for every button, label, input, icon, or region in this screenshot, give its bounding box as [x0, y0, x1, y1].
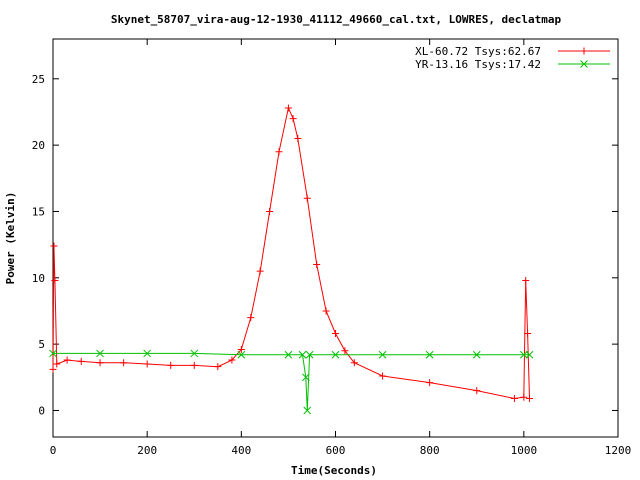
data-point — [332, 330, 339, 338]
data-point — [520, 393, 528, 401]
plot-area-frame — [52, 38, 619, 438]
y-tick-label: 15 — [32, 205, 45, 218]
data-point — [120, 359, 128, 367]
data-point — [96, 359, 104, 367]
chart-title: Skynet_58707_vira-aug-12-1930_41112_4966… — [111, 13, 562, 26]
data-point — [167, 361, 175, 369]
data-point — [472, 350, 481, 359]
data-point — [301, 373, 310, 382]
data-point — [379, 372, 387, 380]
data-point — [237, 345, 245, 353]
data-point — [143, 349, 152, 358]
data-point — [51, 276, 59, 284]
data-point — [289, 115, 297, 123]
legend-entry-label: YR-13.16 Tsys:17.42 — [415, 58, 541, 71]
data-point — [341, 347, 349, 355]
y-axis-label: Power (Kelvin) — [4, 192, 17, 285]
data-point — [50, 242, 58, 250]
data-point — [284, 350, 293, 359]
data-point — [425, 350, 434, 359]
data-point — [190, 349, 199, 358]
y-tick-label: 5 — [38, 338, 45, 351]
data-point — [256, 267, 264, 275]
data-point — [473, 387, 481, 395]
data-point — [525, 395, 533, 403]
legend-entry-label: XL-60.72 Tsys:62.67 — [415, 45, 541, 58]
data-point — [266, 207, 274, 215]
data-point — [63, 356, 71, 364]
data-point — [519, 350, 528, 359]
y-tick-label: 0 — [38, 404, 45, 417]
x-tick-label: 400 — [231, 444, 251, 457]
data-point — [77, 357, 85, 365]
data-point — [49, 349, 57, 358]
data-point — [247, 314, 255, 322]
x-axis-ticks: 0 200 400 600 800 1000 1200 — [50, 39, 632, 457]
data-point — [322, 307, 330, 315]
data-point — [214, 363, 222, 371]
y-tick-label: 20 — [32, 139, 45, 152]
data-point — [303, 406, 312, 415]
data-point — [96, 349, 104, 358]
y-tick-label: 25 — [32, 73, 45, 86]
x-tick-label: 600 — [326, 444, 346, 457]
data-point — [303, 194, 311, 202]
y-axis-ticks: 0 5 10 15 20 25 — [32, 73, 618, 417]
data-point — [350, 359, 358, 367]
data-point — [305, 350, 314, 359]
data-point — [510, 395, 518, 403]
data-point — [284, 104, 292, 112]
data-point — [228, 356, 236, 364]
data-point — [313, 261, 321, 269]
x-tick-label: 200 — [137, 444, 157, 457]
y-tick-label: 10 — [32, 272, 45, 285]
data-point — [525, 350, 534, 359]
legend-marker — [580, 60, 588, 68]
data-point — [275, 148, 283, 156]
x-tick-label: 1200 — [605, 444, 632, 457]
series-1 — [49, 104, 533, 403]
data-point — [331, 350, 340, 359]
x-axis-label: Time(Seconds) — [291, 464, 377, 477]
data-point — [49, 365, 57, 373]
legend-marker — [580, 47, 588, 55]
data-point — [143, 360, 151, 368]
data-point — [378, 350, 387, 359]
x-tick-label: 800 — [420, 444, 440, 457]
x-tick-label: 0 — [50, 444, 57, 457]
series-line — [53, 352, 530, 411]
data-point — [190, 361, 198, 369]
series-2 — [49, 349, 534, 415]
data-point — [237, 350, 246, 359]
data-point — [298, 350, 307, 359]
series-layer — [49, 104, 534, 415]
data-point — [53, 360, 61, 368]
data-point — [294, 135, 302, 142]
data-point — [522, 276, 530, 284]
data-point — [426, 379, 434, 387]
data-point — [524, 330, 532, 338]
x-tick-label: 1000 — [511, 444, 538, 457]
